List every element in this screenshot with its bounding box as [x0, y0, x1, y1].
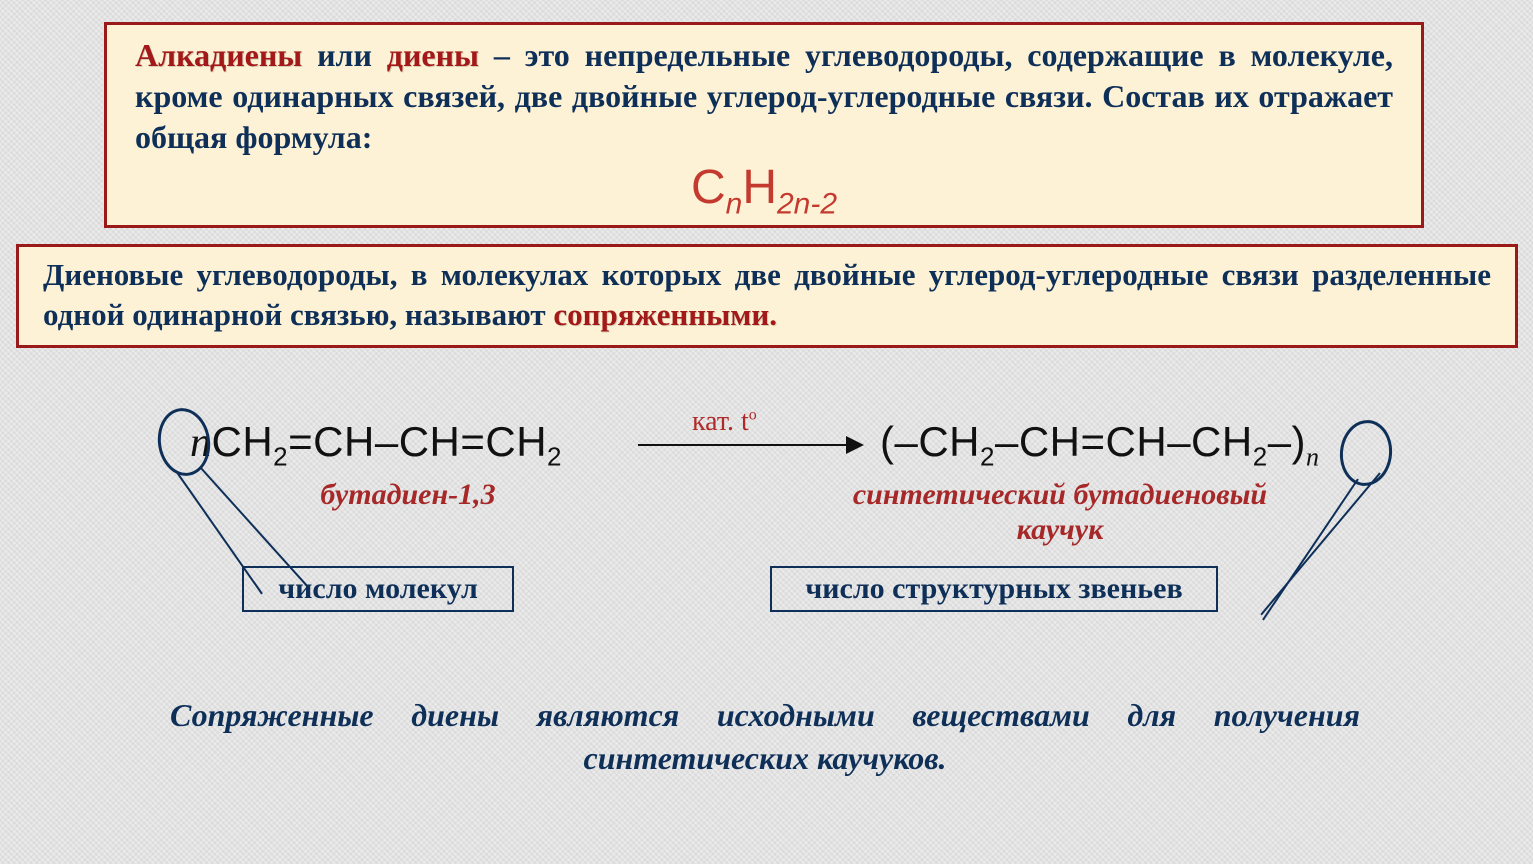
reactant-s2: 2: [547, 441, 562, 471]
formula-H: H: [742, 161, 777, 214]
cond-text: кат. t: [692, 406, 749, 437]
term-dienes: диены: [387, 37, 479, 73]
label-rubber-l2: каучук: [1017, 513, 1104, 546]
prod-mid: –CH=CH–CH: [995, 418, 1253, 465]
callout-molecule-count: число молекул: [242, 566, 514, 612]
prod-close: –): [1268, 418, 1306, 465]
cond-degree: o: [749, 407, 757, 424]
definition-box-2: Диеновые углеводороды, в молекулах котор…: [16, 244, 1518, 348]
arrow-head-icon: [846, 436, 864, 454]
definition-box-1: Алкадиены или диены – это непредельные у…: [104, 22, 1424, 228]
def-connector: или: [302, 37, 387, 73]
reactant-s1: 2: [273, 441, 288, 471]
bottom-note: Сопряженные диены являются исходными вещ…: [170, 694, 1360, 780]
polymerization-reaction: nCH2=CH–CH=CH2 кат. to (–CH2–CH=CH–CH2–)…: [160, 412, 1400, 482]
label-butadiene: бутадиен-1,3: [258, 478, 558, 512]
reactant: nCH2=CH–CH=CH2: [190, 418, 562, 472]
term-conjugated: сопряженными.: [553, 297, 777, 332]
prod-s1: 2: [980, 441, 995, 471]
label-rubber-l1: синтетический бутадиеновый: [853, 478, 1267, 511]
arrow-line: [638, 444, 848, 446]
product-n: n: [1306, 442, 1320, 471]
product: (–CH2–CH=CH–CH2–)n: [880, 418, 1320, 472]
definition-text-2: Диеновые углеводороды, в молекулах котор…: [43, 255, 1491, 334]
prod-s2: 2: [1253, 441, 1268, 471]
callout-unit-count: число структурных звеньев: [770, 566, 1218, 612]
label-rubber: синтетический бутадиеновый каучук: [780, 478, 1340, 547]
general-formula: CnH2n-2: [135, 164, 1393, 220]
formula-n: n: [726, 187, 743, 220]
reaction-conditions: кат. to: [692, 406, 757, 438]
term-alkadienes: Алкадиены: [135, 37, 302, 73]
definition-text-1: Алкадиены или диены – это непредельные у…: [135, 35, 1393, 158]
formula-2n-2: 2n-2: [777, 187, 837, 220]
reactant-p1: CH: [212, 418, 274, 465]
prod-open: (–CH: [880, 418, 980, 465]
formula-C: C: [691, 161, 726, 214]
reactant-p2: =CH–CH=CH: [288, 418, 547, 465]
